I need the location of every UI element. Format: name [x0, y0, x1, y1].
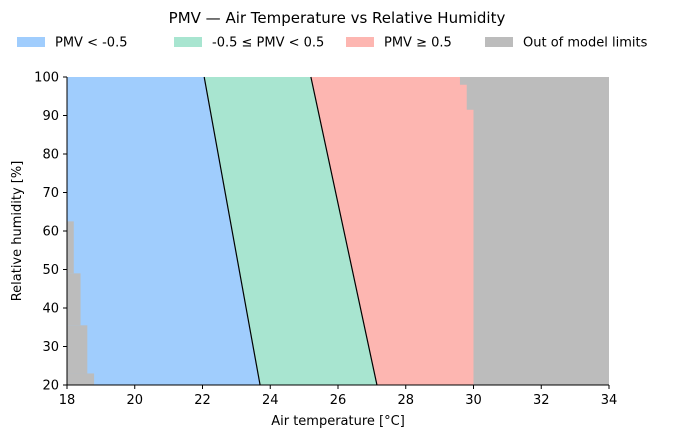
region-out-of-limits-cold [67, 221, 74, 274]
plot-area [67, 76, 609, 386]
legend-item: -0.5 ≤ PMV < 0.5 [174, 36, 324, 51]
region-out-of-limits-hot [459, 77, 609, 385]
region-out-of-limits-cold [67, 373, 95, 385]
x-tick-label: 22 [194, 393, 211, 408]
x-tick-label: 34 [601, 393, 618, 408]
y-tick-label: 70 [42, 186, 59, 201]
y-tick-label: 90 [42, 109, 59, 124]
y-tick-label: 30 [42, 340, 59, 355]
x-tick-label: 26 [330, 393, 347, 408]
y-tick-label: 40 [42, 302, 59, 317]
boundary-line-pmv-minus-0-5 [203, 76, 261, 386]
x-tick-label: 24 [262, 393, 279, 408]
x-tick-label: 30 [465, 393, 482, 408]
y-tick-label: 60 [42, 225, 59, 240]
region-out-of-limits-cold [67, 325, 88, 374]
y-tick-label: 100 [34, 71, 59, 86]
x-tick-label: 32 [533, 393, 550, 408]
legend-label: -0.5 ≤ PMV < 0.5 [212, 36, 324, 51]
legend-item: Out of model limits [485, 36, 648, 51]
y-axis-label: Relative humidity [%] [10, 161, 25, 302]
legend-label: Out of model limits [523, 36, 648, 51]
legend-swatch [485, 37, 513, 47]
region-pmv-cold [67, 77, 261, 385]
x-tick-label: 18 [59, 393, 76, 408]
x-tick-label: 28 [397, 393, 414, 408]
legend-swatch [174, 37, 202, 47]
x-axis-label: Air temperature [°C] [271, 414, 405, 429]
region-pmv-neutral [204, 77, 377, 385]
y-tick-label: 50 [42, 263, 59, 278]
legend-item: PMV ≥ 0.5 [346, 36, 452, 51]
chart-legend: PMV < -0.5 -0.5 ≤ PMV < 0.5 PMV ≥ 0.5 Out o… [17, 36, 648, 51]
y-tick-label: 20 [42, 379, 59, 394]
legend-swatch [17, 37, 45, 47]
region-out-of-limits-cold [67, 273, 81, 326]
legend-swatch [346, 37, 374, 47]
y-tick-label: 80 [42, 148, 59, 163]
legend-label: PMV ≥ 0.5 [384, 36, 452, 51]
x-tick-label: 20 [126, 393, 143, 408]
legend-item: PMV < -0.5 [17, 36, 127, 51]
chart-title: PMV — Air Temperature vs Relative Humidi… [169, 9, 506, 27]
legend-label: PMV < -0.5 [55, 36, 127, 51]
boundary-line-pmv-plus-0-5 [310, 76, 378, 386]
